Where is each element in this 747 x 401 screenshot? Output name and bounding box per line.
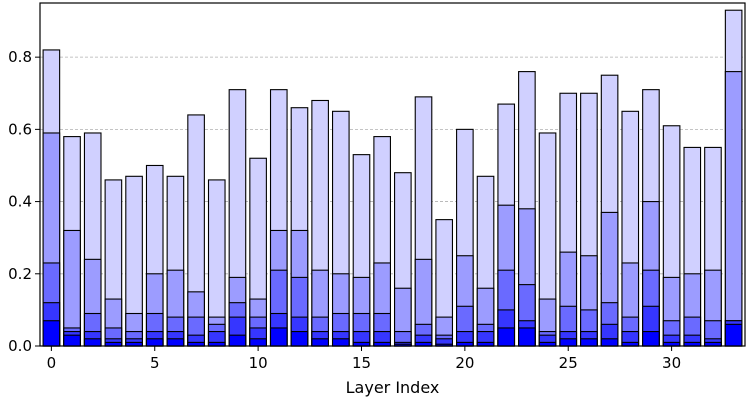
- x-tick-label-0: 0: [47, 354, 57, 372]
- bar-group-27: [600, 74, 619, 347]
- bar-group-7: [187, 114, 205, 347]
- x-axis-label: Layer Index: [346, 378, 440, 397]
- x-tick-label-5: 5: [150, 354, 160, 372]
- bar-group-33: [724, 9, 743, 347]
- bar-group-16: [373, 136, 391, 347]
- x-axis-ticks: 0 5 10 15 20 25 30: [47, 346, 681, 372]
- bar-group-0: [42, 49, 61, 347]
- bar-group-3: [104, 179, 123, 347]
- bar-12-level-1: [290, 331, 309, 347]
- bar-13-level-1: [311, 338, 329, 347]
- bar-group-11: [269, 89, 288, 347]
- bar-0-level-1: [42, 320, 61, 347]
- bars: [42, 9, 743, 347]
- bar-group-30: [662, 125, 681, 347]
- bar-11-level-1: [269, 327, 288, 347]
- bar-group-14: [331, 110, 350, 347]
- bar-group-12: [290, 107, 309, 347]
- bar-group-29: [642, 89, 660, 347]
- bar-group-23: [518, 71, 536, 347]
- y-gridlines: [40, 56, 745, 275]
- bar-group-22: [497, 103, 516, 347]
- bar-group-6: [166, 175, 185, 347]
- y-tick-label-3: 0.6: [8, 120, 32, 138]
- bar-29-level-1: [642, 331, 660, 347]
- bar-22-level-1: [497, 327, 516, 347]
- bar-group-8: [207, 179, 226, 347]
- bar-group-19: [435, 219, 454, 347]
- bar-group-26: [580, 92, 598, 347]
- bar-group-28: [621, 110, 640, 347]
- bar-group-5: [145, 164, 164, 347]
- y-tick-label-4: 0.8: [8, 48, 32, 66]
- bar-group-4: [125, 175, 143, 347]
- bar-10-level-1: [249, 338, 267, 347]
- bar-group-31: [683, 146, 702, 347]
- bar-26-level-1: [580, 338, 598, 347]
- bar-group-18: [414, 96, 433, 347]
- bar-group-21: [476, 175, 495, 347]
- bar-group-2: [83, 132, 102, 347]
- bar-25-level-1: [559, 338, 578, 347]
- x-tick-label-30: 30: [662, 354, 681, 372]
- bar-group-9: [228, 89, 247, 347]
- y-tick-label-1: 0.2: [8, 265, 32, 283]
- bar-27-level-1: [600, 338, 619, 347]
- bar-33-level-4: [724, 71, 743, 347]
- x-tick-label-20: 20: [455, 354, 474, 372]
- bar-9-level-1: [228, 334, 247, 347]
- bar-group-1: [63, 136, 81, 347]
- bar-6-level-1: [166, 338, 185, 347]
- y-tick-label-2: 0.4: [8, 193, 32, 211]
- bar-1-level-1: [63, 334, 81, 347]
- bar-group-13: [311, 99, 329, 347]
- bar-group-24: [538, 132, 557, 347]
- y-axis-ticks: 0.0 0.2 0.4 0.6 0.8: [8, 48, 40, 355]
- bar-2-level-1: [83, 338, 102, 347]
- bar-group-15: [352, 154, 371, 347]
- bar-group-10: [249, 157, 267, 347]
- bar-group-25: [559, 92, 578, 347]
- bar-5-level-1: [145, 338, 164, 347]
- plot-frame: [39, 2, 746, 347]
- bar-group-32: [704, 146, 722, 347]
- bar-group-20: [456, 128, 474, 347]
- bar-23-level-1: [518, 327, 536, 347]
- x-tick-label-10: 10: [249, 354, 268, 372]
- x-tick-label-15: 15: [352, 354, 371, 372]
- bar-14-level-1: [331, 338, 350, 347]
- x-tick-label-25: 25: [559, 354, 578, 372]
- y-tick-label-0: 0.0: [8, 337, 32, 355]
- bar-33-level-1: [724, 323, 743, 347]
- bar-group-17: [394, 172, 412, 347]
